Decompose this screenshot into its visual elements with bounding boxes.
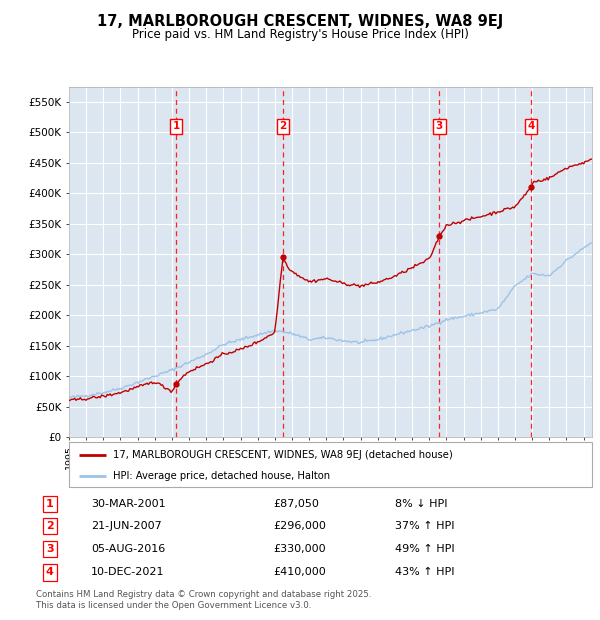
Text: 3: 3 xyxy=(436,122,443,131)
Text: 10-DEC-2021: 10-DEC-2021 xyxy=(91,567,164,577)
Text: 2: 2 xyxy=(46,521,53,531)
Text: 4: 4 xyxy=(527,122,535,131)
Text: £87,050: £87,050 xyxy=(274,499,319,509)
Text: 21-JUN-2007: 21-JUN-2007 xyxy=(91,521,162,531)
Text: £410,000: £410,000 xyxy=(274,567,326,577)
Text: £296,000: £296,000 xyxy=(274,521,326,531)
Text: £330,000: £330,000 xyxy=(274,544,326,554)
Text: 17, MARLBOROUGH CRESCENT, WIDNES, WA8 9EJ: 17, MARLBOROUGH CRESCENT, WIDNES, WA8 9E… xyxy=(97,14,503,29)
Text: 30-MAR-2001: 30-MAR-2001 xyxy=(91,499,166,509)
Text: 8% ↓ HPI: 8% ↓ HPI xyxy=(395,499,448,509)
Text: 43% ↑ HPI: 43% ↑ HPI xyxy=(395,567,454,577)
Text: 37% ↑ HPI: 37% ↑ HPI xyxy=(395,521,454,531)
Text: 1: 1 xyxy=(46,499,53,509)
Text: 1: 1 xyxy=(172,122,179,131)
Text: HPI: Average price, detached house, Halton: HPI: Average price, detached house, Halt… xyxy=(113,471,331,480)
Text: Price paid vs. HM Land Registry's House Price Index (HPI): Price paid vs. HM Land Registry's House … xyxy=(131,28,469,41)
Text: 3: 3 xyxy=(46,544,53,554)
Text: Contains HM Land Registry data © Crown copyright and database right 2025.
This d: Contains HM Land Registry data © Crown c… xyxy=(36,590,371,609)
Text: 17, MARLBOROUGH CRESCENT, WIDNES, WA8 9EJ (detached house): 17, MARLBOROUGH CRESCENT, WIDNES, WA8 9E… xyxy=(113,451,453,461)
Text: 4: 4 xyxy=(46,567,54,577)
Text: 2: 2 xyxy=(279,122,287,131)
Text: 49% ↑ HPI: 49% ↑ HPI xyxy=(395,544,454,554)
Text: 05-AUG-2016: 05-AUG-2016 xyxy=(91,544,166,554)
